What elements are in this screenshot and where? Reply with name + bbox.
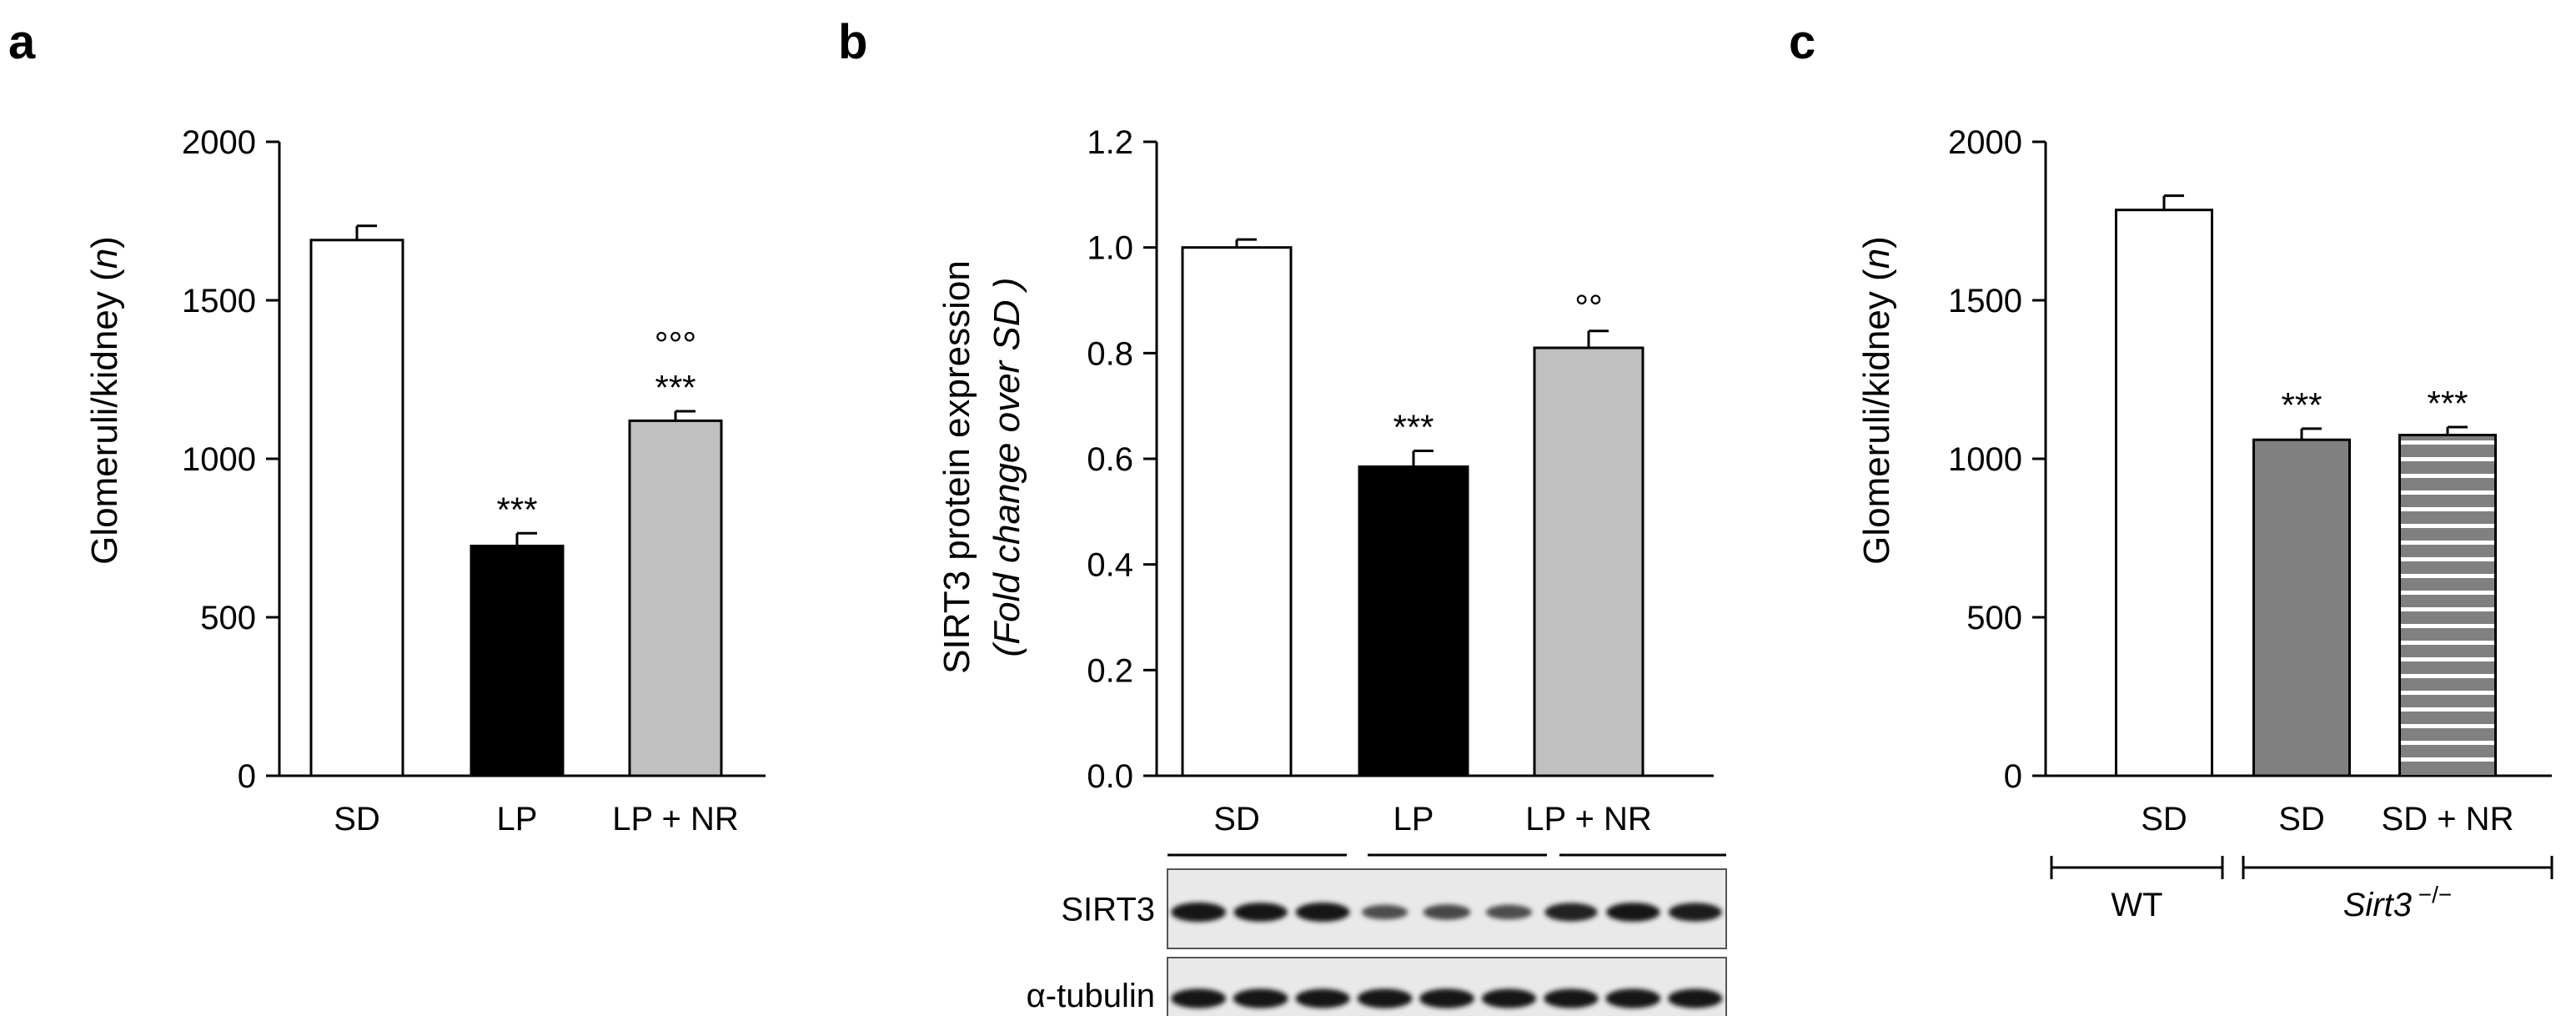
- panel-c-category-label: SD: [2141, 801, 2187, 837]
- panel-a-category-label: SD: [334, 801, 380, 837]
- panel-c-bar-2: [2398, 434, 2497, 777]
- panel-a-bar-1: [470, 545, 565, 777]
- panel-a-bar-2: [628, 419, 723, 777]
- panel-b: SIRT3 protein expression (Fold change ov…: [936, 124, 1727, 1016]
- blot-band: [1668, 903, 1722, 922]
- panel-a-category-label: LP: [497, 801, 538, 837]
- panel-letter-a: a: [8, 15, 36, 69]
- blot-band: [1361, 904, 1409, 920]
- panel-a-significance-2: ***: [655, 368, 695, 407]
- panel-c-ytick-label: 500: [1966, 600, 2022, 636]
- panel-c-ytick-label: 2000: [1948, 124, 2022, 161]
- panel-c-significance-2: ***: [2427, 384, 2468, 423]
- blot-row-label-0: SIRT3: [1061, 892, 1155, 928]
- panel-b-category-label: SD: [1213, 801, 1260, 837]
- panel-a-significance-2: °°°: [655, 324, 696, 364]
- panel-b-ytick-label: 0.4: [1087, 547, 1133, 584]
- panel-b-ytick-label: 0.2: [1087, 652, 1133, 689]
- panel-b-significance-2: °°: [1574, 288, 1603, 327]
- panel-c-ytick-label: 1000: [1948, 441, 2022, 478]
- panel-b-ylabel-line1: SIRT3 protein expression: [936, 260, 977, 674]
- blot-band: [1605, 988, 1661, 1008]
- blot-band: [1233, 903, 1288, 922]
- blot-band: [1544, 988, 1599, 1008]
- blot-band: [1295, 988, 1350, 1008]
- blot-band: [1295, 903, 1350, 922]
- panel-b-category-label: LP: [1393, 801, 1434, 837]
- panel-b-ytick-label: 1.2: [1087, 124, 1133, 161]
- group-brackets: WT Sirt3 −/−: [2050, 856, 2553, 923]
- blot-band: [1544, 903, 1598, 922]
- panel-c-bar-0: [2115, 209, 2213, 777]
- panel-b-significance-1: ***: [1393, 408, 1434, 447]
- panel-b-ytick-label: 0.0: [1087, 758, 1133, 795]
- panel-c-bar-1: [2252, 438, 2351, 777]
- panel-a-ylabel: Glomeruli/kidney (n): [84, 236, 125, 565]
- panel-a-ytick-label: 1500: [182, 283, 256, 319]
- group-label-0: WT: [2111, 887, 2162, 923]
- panel-c-category-label: SD: [2278, 801, 2325, 837]
- panel-c-category-label: SD + NR: [2382, 801, 2514, 837]
- blot-band: [1606, 903, 1660, 922]
- group-label-1: Sirt3 −/−: [2343, 882, 2453, 923]
- panel-a-significance-1: ***: [496, 490, 537, 529]
- blot-band: [1171, 902, 1227, 923]
- panel-a-category-label: LP + NR: [612, 801, 739, 837]
- panel-b-ytick-label: 0.8: [1087, 335, 1133, 372]
- blot-band: [1423, 904, 1471, 920]
- panel-c-ylabel: Glomeruli/kidney (n): [1856, 236, 1897, 565]
- panel-c-ytick-label: 1500: [1948, 283, 2022, 319]
- blot-row-label-1: α-tubulin: [1027, 978, 1155, 1014]
- panel-b-category-label: LP + NR: [1525, 801, 1652, 837]
- panel-a-ytick-label: 1000: [182, 441, 256, 478]
- panel-a-bar-0: [309, 239, 404, 777]
- western-blot: SIRT3 α-tubulin: [1027, 853, 1727, 1016]
- panel-c: Glomeruli/kidney (n) WT Sirt3 −/− 0 500 100…: [1856, 124, 2553, 923]
- panel-b-ylabel-line2: (Fold change over SD ): [987, 278, 1027, 657]
- panel-b-bar-1: [1358, 465, 1469, 777]
- blot-band: [1357, 988, 1413, 1008]
- blot-band: [1419, 988, 1474, 1008]
- panel-c-significance-1: ***: [2281, 385, 2322, 425]
- blot-band: [1481, 988, 1537, 1008]
- panel-a-ytick-label: 500: [200, 600, 256, 636]
- panel-letter-c: c: [1789, 15, 1815, 69]
- blot-band: [1171, 988, 1227, 1008]
- panel-b-bar-0: [1181, 246, 1293, 777]
- blot-band: [1485, 904, 1533, 920]
- panel-b-bar-2: [1533, 346, 1645, 777]
- panel-a-ytick-label: 0: [238, 758, 256, 795]
- blot-band: [1233, 988, 1288, 1008]
- panel-a: Glomeruli/kidney (n) 0 500 1000 1500 2000 SD *…: [84, 124, 766, 837]
- panel-b-ytick-label: 0.6: [1087, 441, 1133, 478]
- panel-c-ytick-label: 0: [2004, 758, 2022, 795]
- blot-band: [1668, 988, 1723, 1008]
- panel-b-ytick-label: 1.0: [1087, 230, 1133, 267]
- panel-a-ytick-label: 2000: [182, 124, 256, 161]
- panel-letter-b: b: [838, 15, 867, 69]
